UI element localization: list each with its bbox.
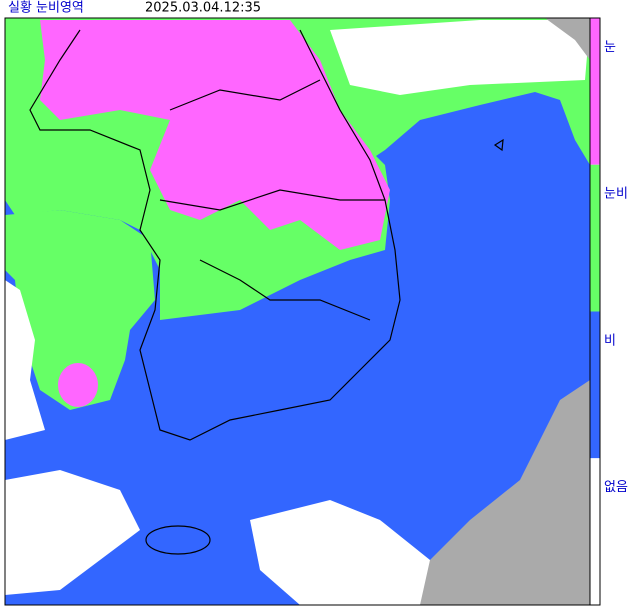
- land-no-data: [420, 380, 590, 605]
- legend-label: 눈비: [604, 187, 628, 202]
- title: 실황 눈비영역: [8, 1, 84, 16]
- legend-label: 눈: [604, 40, 616, 55]
- no-precip: [250, 500, 460, 605]
- legend-swatch: [590, 311, 600, 459]
- legend-swatch: [590, 458, 600, 605]
- no-precip: [5, 470, 140, 595]
- snow-area: [40, 20, 390, 250]
- legend-swatch: [590, 18, 600, 165]
- no-precip: [330, 20, 590, 95]
- snow-rain-area: [5, 210, 155, 410]
- legend-swatch: [590, 164, 600, 312]
- snow-area: [58, 363, 98, 407]
- timestamp: 2025.03.04.12:35: [145, 1, 261, 16]
- legend-border: [589, 17, 601, 606]
- land-no-data: [545, 18, 590, 60]
- no-precip: [5, 280, 45, 440]
- legend-label: 없음: [604, 480, 628, 495]
- map: [4, 17, 591, 606]
- coastline: [29, 29, 504, 555]
- legend-label: 비: [604, 333, 616, 348]
